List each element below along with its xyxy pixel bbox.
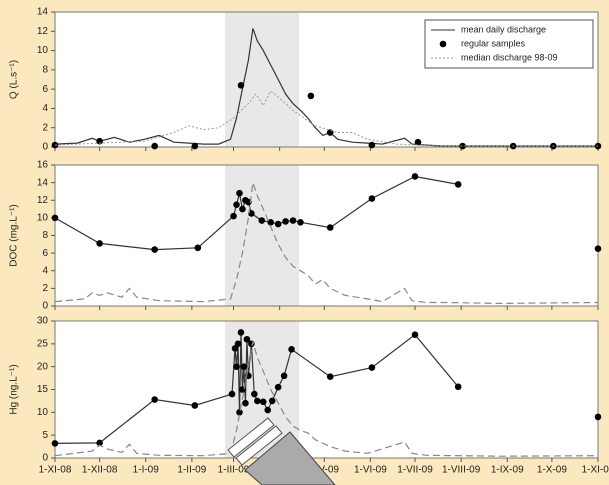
y-tick-label: 14 [37,177,49,188]
sample-point [258,217,265,224]
sample-point [282,218,289,225]
sample-point [251,391,258,398]
x-tick-label: 1-XI-09 [582,465,609,476]
sample-point [151,143,158,150]
y-tick-label: 2 [42,283,48,294]
x-tick-label: 1-XII-08 [82,465,118,476]
y-tick-label: 0 [42,453,48,464]
y-tick-label: 5 [42,430,48,441]
sample-point [96,240,103,247]
y-tick-label: 2 [42,122,48,133]
sample-point [288,346,295,353]
page: {"chart_data":[ {"type":"line","ylabel":… [0,0,609,485]
sample-point [269,398,276,405]
sample-point [412,173,419,180]
sample-point [595,414,602,421]
y-tick-label: 4 [42,265,48,276]
sample-point [233,201,240,208]
y-tick-label: 10 [37,407,49,418]
y-tick-label: 20 [37,361,49,372]
x-tick-label: 1-I-09 [133,465,160,476]
y-tick-label: 4 [42,103,48,114]
sample-point [236,190,243,197]
sample-point [230,213,237,220]
sample-point [327,129,334,136]
sample-point [260,399,267,406]
sample-point [595,245,602,252]
sample-point [455,181,462,188]
sample-point [254,398,261,405]
sample-point [275,384,282,391]
sample-point [412,331,419,338]
y-tick-label: 6 [42,84,48,95]
sample-point [238,82,245,89]
x-tick-label: 1-X-09 [537,465,567,476]
legend-label: regular samples [461,38,526,48]
sample-point [236,409,243,416]
sample-point [192,402,199,409]
y-axis-label: Hg (ng.L⁻¹) [9,364,20,414]
sample-point [275,221,282,228]
y-axis-label: Q (L.s⁻¹) [9,60,20,99]
sample-point [52,215,59,222]
highlight-period [225,165,299,306]
sample-point [235,341,242,348]
sample-point [327,373,334,380]
sample-point [369,142,376,149]
sample-point [327,224,334,231]
y-tick-label: 8 [42,64,48,75]
x-tick-label: 1-VI-09 [354,465,387,476]
sample-point [281,373,288,380]
y-tick-label: 15 [37,384,49,395]
y-axis-label: DOC (mg.L⁻¹) [9,204,20,267]
sample-point [195,245,202,252]
y-tick-label: 12 [37,195,49,206]
y-tick-label: 14 [37,7,49,18]
sample-point [241,363,248,370]
sample-point [297,219,304,226]
sample-point [242,400,249,407]
sample-point [455,383,462,390]
y-tick-label: 10 [37,213,49,224]
sample-point [151,396,158,403]
chart: 0 2 4 6 8 10 12 14 Q (L.s⁻¹) mean daily discharge… [0,0,609,485]
sample-point [308,93,315,100]
y-tick-label: 25 [37,338,49,349]
sample-point [238,329,245,336]
x-tick-label: 1-II-09 [177,465,206,476]
y-tick-label: 10 [37,45,49,56]
y-tick-label: 0 [42,142,48,153]
sample-point [151,246,158,253]
legend-label: mean daily discharge [461,24,546,34]
y-tick-label: 16 [37,160,49,171]
sample-point [229,391,236,398]
y-tick-label: 8 [42,230,48,241]
y-tick-label: 12 [37,26,49,37]
x-tick-label: 1-XI-08 [39,465,72,476]
sample-point [233,363,240,370]
sample-point [369,364,376,371]
x-tick-label: 1-IX-09 [491,465,524,476]
sample-point [264,407,271,414]
x-tick-label: 1-VII-09 [397,465,433,476]
sample-point [52,440,59,447]
x-tick-label: 1-VIII-09 [442,465,481,476]
sample-point [369,195,376,202]
highlight-period [225,12,299,147]
legend-marker [440,41,447,48]
plot-area [55,321,598,458]
y-tick-label: 6 [42,248,48,259]
y-tick-label: 30 [37,316,49,327]
legend-label: median discharge 98-09 [461,52,558,62]
y-tick-label: 0 [42,301,48,312]
sample-point [192,143,199,150]
sample-point [239,206,246,213]
sample-point [290,217,297,224]
